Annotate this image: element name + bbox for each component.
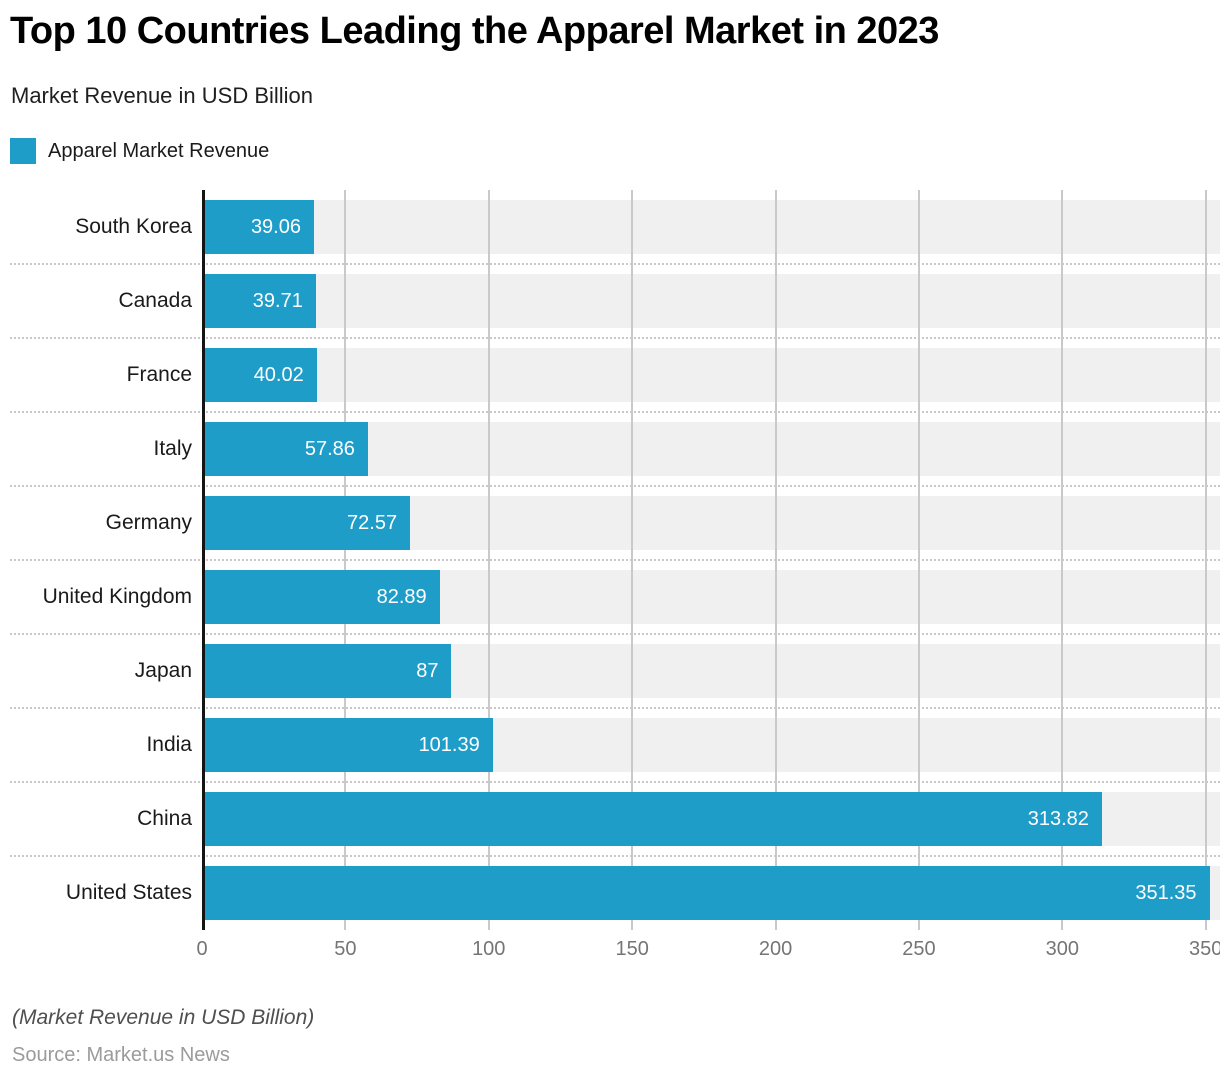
- bar-value-label: 39.06: [250, 215, 301, 238]
- bar[interactable]: 82.89: [202, 570, 440, 624]
- row-separator: [10, 633, 1220, 635]
- row-band: [202, 200, 1220, 254]
- x-axis-tick-label: 100: [472, 938, 506, 960]
- bar-value-label: 82.89: [376, 585, 427, 608]
- row-separator: [10, 485, 1220, 487]
- category-label: Italy: [153, 437, 192, 460]
- category-label: United Kingdom: [42, 585, 192, 608]
- row-separator: [10, 707, 1220, 709]
- legend-swatch-icon: [10, 138, 36, 164]
- x-axis-tick-label: 300: [1045, 938, 1079, 960]
- bar-value-label: 72.57: [347, 511, 398, 534]
- footnote: (Market Revenue in USD Billion): [12, 1006, 315, 1029]
- bar-value-label: 39.71: [252, 289, 303, 312]
- x-axis: 0 50 100 150 200 250 300 350: [196, 938, 1220, 968]
- category-label: Germany: [105, 511, 192, 534]
- bar[interactable]: 39.06: [202, 200, 314, 254]
- row-separator: [10, 411, 1220, 413]
- bar-value-label: 87: [416, 659, 439, 682]
- category-label: India: [146, 733, 192, 756]
- bar[interactable]: 351.35: [202, 866, 1210, 920]
- bar[interactable]: 39.71: [202, 274, 316, 328]
- row-separator: [10, 781, 1220, 783]
- bar[interactable]: 72.57: [202, 496, 411, 550]
- x-axis-tick-label: 350: [1188, 938, 1220, 960]
- category-label: China: [137, 807, 192, 830]
- row-band: [202, 422, 1220, 476]
- x-axis-tick-label: 250: [902, 938, 936, 960]
- bar[interactable]: 40.02: [202, 348, 317, 402]
- bar[interactable]: 87: [202, 644, 452, 698]
- bar-value-label: 40.02: [253, 363, 304, 386]
- category-label: Canada: [118, 289, 192, 312]
- bar-row: Japan 87: [0, 634, 1220, 708]
- category-label: Japan: [134, 659, 192, 682]
- row-separator: [10, 337, 1220, 339]
- bar-row: United Kingdom 82.89: [0, 560, 1220, 634]
- category-label: France: [126, 363, 192, 386]
- legend-item[interactable]: Apparel Market Revenue: [10, 138, 269, 164]
- bar-value-label: 57.86: [304, 437, 355, 460]
- bar-row: South Korea 39.06: [0, 190, 1220, 264]
- bar-row: India 101.39: [0, 708, 1220, 782]
- chart-title: Top 10 Countries Leading the Apparel Mar…: [10, 10, 939, 52]
- bar-row: Canada 39.71: [0, 264, 1220, 338]
- bar[interactable]: 313.82: [202, 792, 1102, 846]
- rows: South Korea 39.06 Canada 39.71 France 40.02 It…: [0, 190, 1220, 930]
- row-separator: [10, 559, 1220, 561]
- x-axis-tick-label: 0: [196, 938, 208, 960]
- chart-subtitle: Market Revenue in USD Billion: [11, 83, 314, 108]
- x-axis-tick-label: 50: [334, 938, 357, 960]
- bar-row: Germany 72.57: [0, 486, 1220, 560]
- bar-row: China 313.82: [0, 782, 1220, 856]
- category-label: United States: [65, 881, 192, 904]
- bar[interactable]: 101.39: [202, 718, 493, 772]
- legend-label: Apparel Market Revenue: [48, 139, 270, 162]
- x-axis-tick-label: 200: [758, 938, 793, 960]
- category-label: South Korea: [75, 215, 192, 238]
- bar-value-label: 313.82: [1027, 807, 1089, 830]
- bar-row: Italy 57.86: [0, 412, 1220, 486]
- row-band: [202, 274, 1220, 328]
- bar-chart: South Korea 39.06 Canada 39.71 France 40.02 It…: [0, 190, 1220, 980]
- y-axis-line: [202, 190, 205, 930]
- bar[interactable]: 57.86: [202, 422, 368, 476]
- row-separator: [10, 855, 1220, 857]
- bar-row: United States 351.35: [0, 856, 1220, 930]
- bar-value-label: 351.35: [1135, 881, 1197, 904]
- row-band: [202, 348, 1220, 402]
- bar-row: France 40.02: [0, 338, 1220, 412]
- source-text: Source: Market.us News: [12, 1044, 230, 1066]
- bar-value-label: 101.39: [418, 733, 480, 756]
- x-axis-tick-label: 150: [615, 938, 649, 960]
- row-separator: [10, 263, 1220, 265]
